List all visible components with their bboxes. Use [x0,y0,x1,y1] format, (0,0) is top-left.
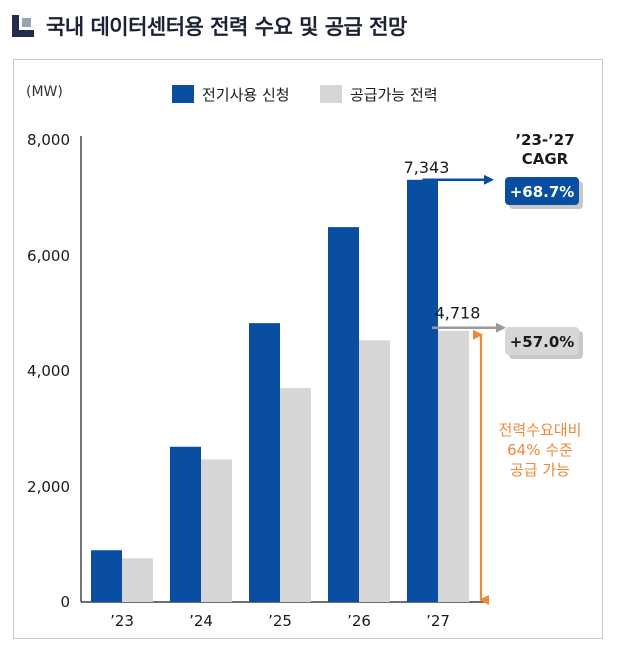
bar-demand-27 [407,179,438,602]
cagr-header-period: ’23-’27 [515,131,574,149]
y-tick-label: 2,000 [27,478,70,496]
coverage-note-line: 전력수요대비 [499,421,582,439]
y-axis-ticks: 8,000 6,000 4,000 2,000 0 [27,131,70,611]
bar-demand-25 [249,323,280,602]
title-square-icon [12,15,34,37]
cagr-header-label: CAGR [522,150,569,168]
x-tick-label: ’23 [110,612,134,630]
y-tick-label: 8,000 [27,131,70,149]
bar-demand-24 [170,446,201,602]
title-row: 국내 데이터센터용 전력 수요 및 공급 전망 [12,10,407,42]
bar-supply-25 [280,388,311,602]
bar-supply-24 [201,459,232,602]
bar-demand-26 [328,227,359,602]
y-tick-label: 0 [60,593,70,611]
demand-cagr-value: +68.7% [510,183,575,201]
data-label-demand-27: 7,343 [404,158,450,177]
bar-supply-26 [359,340,390,602]
y-tick-label: 4,000 [27,362,70,380]
bar-demand-23 [91,550,122,602]
coverage-note: 전력수요대비 64% 수준 공급 가능 [499,421,582,479]
legend-label-demand: 전기사용 신청 [202,86,290,104]
bars-demand [91,179,438,602]
bars-supply [122,330,469,602]
legend-swatch-supply [320,85,342,103]
page-title: 국내 데이터센터용 전력 수요 및 공급 전망 [46,15,407,39]
unit-label: (MW) [26,84,63,100]
data-label-supply-27: 4,718 [435,304,481,323]
chart-panel: (MW) 전기사용 신청 공급가능 전력 8,000 6,000 4,000 2… [13,59,603,639]
supply-cagr-badge: +57.0% [505,327,583,359]
legend-swatch-demand [172,85,194,103]
bar-supply-23 [122,558,153,602]
coverage-note-line: 64% 수준 [507,441,573,459]
x-tick-label: ’26 [347,612,371,630]
legend-label-supply: 공급가능 전력 [350,86,438,104]
demand-cagr-badge: +68.7% [505,177,583,209]
y-tick-label: 6,000 [27,247,70,265]
bar-chart: (MW) 전기사용 신청 공급가능 전력 8,000 6,000 4,000 2… [26,84,583,630]
bar-supply-27 [438,330,469,602]
x-tick-label: ’25 [268,612,292,630]
x-tick-label: ’24 [189,612,213,630]
x-tick-label: ’27 [426,612,450,630]
x-axis-ticks: ’23 ’24 ’25 ’26 ’27 [110,612,450,630]
legend: 전기사용 신청 공급가능 전력 [172,85,438,104]
supply-cagr-value: +57.0% [510,333,575,351]
coverage-note-line: 공급 가능 [510,461,570,479]
